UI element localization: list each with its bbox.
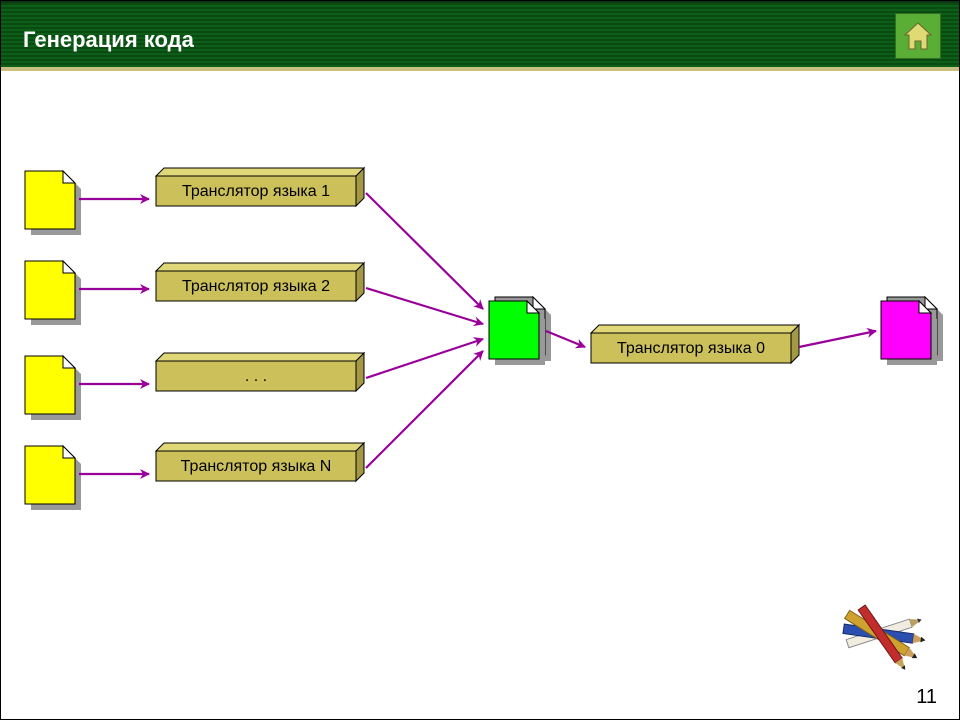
pencils-clipart [836,584,931,679]
page-number: 11 [916,686,937,709]
home-button[interactable] [895,13,941,59]
input-doc-3 [25,356,81,420]
input-doc-4 [25,446,81,510]
translator-box-1: Транслятор языка 1 [156,168,364,206]
translator-box-2-label: Транслятор языка 2 [182,278,330,295]
home-icon [901,19,935,53]
arrow-to-translator0 [546,331,585,347]
translator-box-4-label: Транслятор языка N [181,458,332,475]
arrow-mid-3 [366,339,483,378]
output-doc-front [881,301,937,365]
translator-box-2: Транслятор языка 2 [156,263,364,301]
intermediate-doc-front [489,301,545,365]
translator-0-box-label: Транслятор языка 0 [617,340,765,357]
translator-box-3: . . . [156,353,364,391]
header-top-line [1,1,959,3]
code-generation-diagram: Транслятор языка 1 Транслятор языка 2 . . … [1,71,960,720]
translator-box-1-label: Транслятор языка 1 [182,183,330,200]
slide-title: Генерация кода [23,27,194,53]
arrow-to-output [799,331,876,347]
arrow-mid-1 [366,193,483,309]
translator-box-4: Транслятор языка N [156,443,364,481]
arrow-mid-2 [366,288,483,324]
translator-box-3-label: . . . [245,368,267,385]
slide-header: Генерация кода [1,1,959,71]
translator-0-box: Транслятор языка 0 [591,325,799,363]
arrow-mid-4 [366,351,483,468]
input-doc-2 [25,261,81,325]
input-doc-1 [25,171,81,235]
